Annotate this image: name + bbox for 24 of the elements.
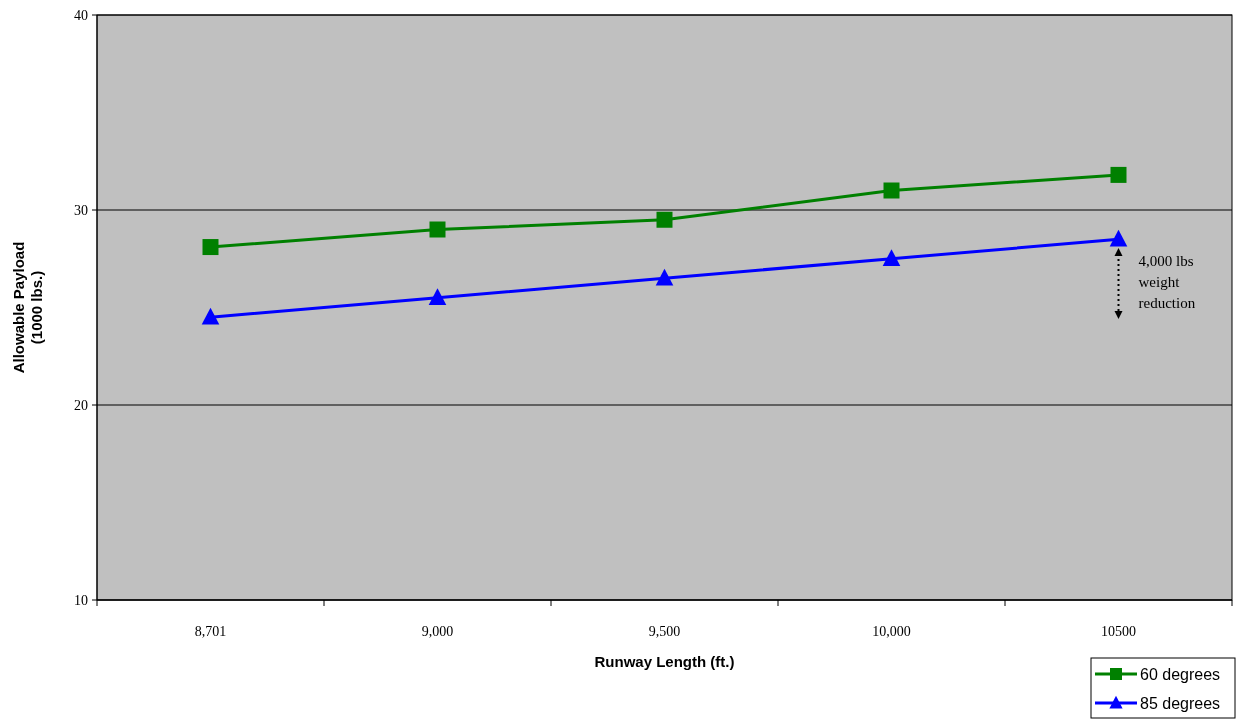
annotation: 4,000 lbs weight reduction	[1138, 253, 1196, 311]
x-axis-title: Runway Length (ft.)	[594, 653, 735, 670]
point	[883, 182, 900, 199]
point	[201, 307, 220, 325]
legend-label: 60 degrees	[1140, 665, 1221, 683]
point	[655, 268, 674, 286]
x-tick-label: 9,000	[421, 624, 454, 639]
point	[656, 211, 673, 228]
point	[429, 221, 446, 238]
x-tick-label: 9,500	[648, 624, 681, 639]
y-tick-label: 10	[74, 592, 88, 608]
x-tick-label: 10,000	[872, 624, 911, 639]
legend-label: 85 degrees	[1140, 694, 1221, 712]
x-tick-label: 8,701	[194, 624, 227, 639]
point	[882, 249, 901, 266]
x-tick-label: 10500	[1101, 624, 1136, 639]
y-tick-label: 40	[74, 7, 88, 23]
point	[1110, 166, 1127, 183]
y-tick-label: 30	[74, 202, 88, 218]
point	[202, 239, 219, 256]
y-axis-title: Allowable Payload (1000 lbs.)	[10, 241, 45, 374]
point	[428, 288, 447, 305]
y-tick-label: 20	[74, 397, 88, 413]
point	[1109, 229, 1128, 247]
